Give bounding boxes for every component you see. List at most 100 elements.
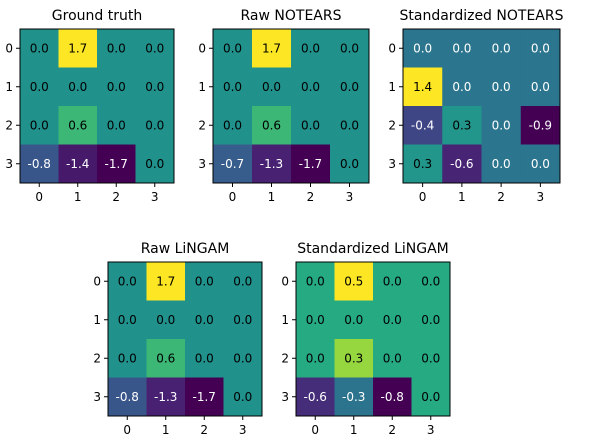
heatmap-cell bbox=[135, 144, 175, 184]
heatmap-cell bbox=[411, 377, 451, 417]
cell-value-label: 0.0 bbox=[301, 41, 320, 55]
heatmap-cell bbox=[296, 262, 335, 301]
x-tick-label: 1 bbox=[350, 423, 358, 437]
heatmap-cell bbox=[481, 29, 522, 68]
x-tick-label: 0 bbox=[311, 423, 319, 437]
cell-value-label: 0.0 bbox=[383, 351, 402, 365]
heatmap-title: Raw NOTEARS bbox=[241, 8, 342, 24]
x-tick-label: 3 bbox=[537, 190, 545, 204]
cell-value-label: 0.0 bbox=[413, 41, 432, 55]
heatmap-cell bbox=[135, 29, 175, 68]
cell-value-label: -1.7 bbox=[193, 390, 216, 404]
cell-value-label: 0.0 bbox=[492, 41, 511, 55]
y-tick-label: 2 bbox=[198, 118, 206, 132]
cell-value-label: -0.9 bbox=[529, 118, 552, 132]
cell-value-label: 0.0 bbox=[107, 80, 126, 94]
heatmap-cell bbox=[442, 67, 482, 107]
heatmap-cell bbox=[58, 29, 98, 68]
cell-value-label: 0.0 bbox=[223, 80, 242, 94]
y-tick-label: 0 bbox=[93, 274, 101, 288]
y-tick-label: 3 bbox=[93, 390, 101, 404]
heatmap-cell bbox=[291, 144, 331, 184]
y-tick-label: 2 bbox=[93, 351, 101, 365]
heatmap-title: Standardized LiNGAM bbox=[297, 241, 449, 257]
cell-value-label: 0.0 bbox=[340, 118, 359, 132]
cell-value-label: 1.7 bbox=[68, 41, 87, 55]
heatmap-cell bbox=[185, 339, 224, 378]
heatmap-cell bbox=[291, 29, 331, 68]
cell-value-label: 0.0 bbox=[452, 41, 471, 55]
heatmap-cell bbox=[291, 106, 331, 145]
heatmap-panel: Standardized NOTEARS 0.0 0.0 0.0 0.0 1.4 0.0 0.… bbox=[388, 8, 563, 204]
heatmap-cell bbox=[185, 377, 224, 417]
heatmap-cell bbox=[223, 377, 263, 417]
heatmap-cell bbox=[135, 67, 175, 107]
cell-value-label: 0.0 bbox=[492, 80, 511, 94]
heatmap-cell bbox=[411, 339, 451, 378]
cell-value-label: 0.0 bbox=[30, 118, 49, 132]
cell-value-label: -1.4 bbox=[66, 157, 89, 171]
y-tick-label: 0 bbox=[5, 41, 13, 55]
cell-value-label: 0.0 bbox=[306, 274, 325, 288]
heatmap-cell bbox=[185, 300, 224, 340]
x-tick-label: 2 bbox=[497, 190, 505, 204]
heatmap-cell bbox=[330, 144, 370, 184]
cell-value-label: 0.5 bbox=[344, 274, 363, 288]
heatmap-panel: Ground truth 0.0 1.7 0.0 0.0 0.0 0.0 0.0 0.0 0.0 0… bbox=[5, 8, 175, 204]
heatmap-cell bbox=[252, 144, 292, 184]
heatmap-cell bbox=[185, 262, 224, 301]
heatmap-cell bbox=[296, 339, 335, 378]
heatmap-cell bbox=[223, 339, 263, 378]
cell-value-label: 0.0 bbox=[156, 313, 175, 327]
cell-value-label: -0.4 bbox=[411, 118, 434, 132]
x-tick-label: 0 bbox=[419, 190, 427, 204]
heatmap-cell bbox=[481, 106, 522, 145]
heatmap-cell bbox=[252, 67, 292, 107]
cell-value-label: 0.0 bbox=[107, 118, 126, 132]
cell-value-label: 0.0 bbox=[118, 313, 137, 327]
heatmap-cell bbox=[223, 262, 263, 301]
heatmap-frame bbox=[295, 261, 451, 417]
cell-value-label: 0.0 bbox=[195, 351, 214, 365]
x-tick-label: 2 bbox=[112, 190, 120, 204]
heatmap-cell bbox=[520, 144, 561, 184]
cell-value-label: 0.0 bbox=[306, 351, 325, 365]
heatmap-cell bbox=[20, 29, 59, 68]
cell-value-label: 0.0 bbox=[340, 157, 359, 171]
heatmap-cell bbox=[373, 339, 412, 378]
cell-value-label: 0.0 bbox=[421, 390, 440, 404]
heatmap-cell bbox=[58, 144, 98, 184]
heatmap-cell bbox=[146, 339, 186, 378]
cell-value-label: 1.7 bbox=[156, 274, 175, 288]
y-tick-label: 1 bbox=[281, 313, 289, 327]
x-tick-label: 2 bbox=[388, 423, 396, 437]
heatmap-cell bbox=[213, 106, 253, 145]
heatmap-cell bbox=[442, 106, 482, 145]
heatmap-cell bbox=[108, 262, 147, 301]
cell-value-label: -1.3 bbox=[154, 390, 177, 404]
y-tick-label: 2 bbox=[281, 351, 289, 365]
heatmap-panel: Raw LiNGAM 0.0 1.7 0.0 0.0 0.0 0.0 0.0 0.0 0.0 0.6… bbox=[93, 241, 263, 437]
cell-value-label: 0.0 bbox=[531, 80, 550, 94]
cell-value-label: 0.6 bbox=[68, 118, 87, 132]
y-tick-label: 2 bbox=[388, 118, 396, 132]
cell-value-label: 0.6 bbox=[262, 118, 281, 132]
x-tick-label: 1 bbox=[458, 190, 466, 204]
cell-value-label: 0.0 bbox=[492, 118, 511, 132]
x-tick-label: 2 bbox=[307, 190, 315, 204]
heatmap-cell bbox=[296, 300, 335, 340]
heatmap-cell bbox=[58, 106, 98, 145]
x-tick-label: 2 bbox=[200, 423, 208, 437]
cell-value-label: 0.0 bbox=[383, 313, 402, 327]
cell-value-label: 0.0 bbox=[145, 118, 164, 132]
cell-value-label: 0.0 bbox=[421, 274, 440, 288]
heatmap-cell bbox=[520, 29, 561, 68]
cell-value-label: 0.0 bbox=[145, 80, 164, 94]
heatmap-cell bbox=[411, 300, 451, 340]
y-tick-label: 3 bbox=[198, 157, 206, 171]
cell-value-label: 0.0 bbox=[233, 313, 252, 327]
x-tick-label: 1 bbox=[268, 190, 276, 204]
cell-value-label: 0.0 bbox=[452, 80, 471, 94]
heatmap-cell bbox=[97, 106, 136, 145]
